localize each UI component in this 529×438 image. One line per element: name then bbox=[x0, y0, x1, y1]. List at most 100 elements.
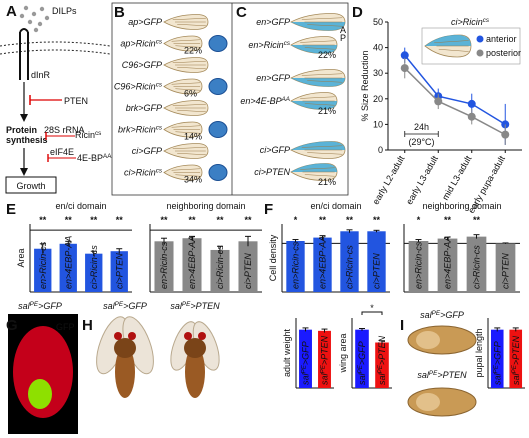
label-part: >GFP bbox=[38, 301, 62, 311]
significance: ** bbox=[116, 215, 124, 225]
label-part: AA bbox=[281, 96, 290, 103]
x-tick-label: mid L3-adult bbox=[440, 154, 474, 202]
significance: ** bbox=[319, 215, 327, 225]
label-part: cs bbox=[95, 130, 101, 137]
wing-shade bbox=[291, 45, 337, 54]
significance: ** bbox=[160, 215, 168, 225]
bar-label: salPE>PTEN bbox=[377, 335, 388, 385]
panel-label: C bbox=[236, 4, 247, 21]
fly-eye bbox=[128, 332, 136, 340]
label-part: brk>Ricin bbox=[118, 125, 156, 135]
wing-vein bbox=[301, 145, 343, 148]
genotype: salPE>PTEN bbox=[170, 301, 220, 312]
significance: ** bbox=[39, 215, 47, 225]
point bbox=[434, 97, 443, 106]
arrowhead bbox=[20, 114, 28, 122]
label-part: >GFP bbox=[492, 341, 502, 365]
panel-label: I bbox=[400, 317, 404, 334]
label-part: >GFP bbox=[123, 301, 147, 311]
label-part: sal bbox=[320, 372, 330, 385]
bar-label: salPE>GFP bbox=[357, 341, 368, 385]
bar-label: en>4EBP-AA bbox=[443, 236, 453, 289]
bar bbox=[299, 329, 312, 388]
point bbox=[501, 120, 510, 129]
panel-label: B bbox=[114, 4, 125, 21]
bar-label: salPE>GFP bbox=[492, 341, 503, 385]
bar bbox=[408, 241, 429, 292]
significance: ** bbox=[188, 215, 196, 225]
label-part: ci>Ricin bbox=[451, 17, 483, 27]
genotype: ci>Ricincs bbox=[124, 167, 163, 178]
x-tick-label: early L3-adult bbox=[404, 154, 440, 207]
label-part: sal bbox=[301, 372, 311, 385]
bar bbox=[154, 241, 174, 292]
label-part: PE bbox=[30, 301, 39, 308]
genotype: salPE>GFP bbox=[103, 301, 147, 312]
bar bbox=[375, 342, 389, 388]
chart-title: en/ci domain bbox=[55, 201, 106, 211]
bar-label: ci>Ricin-cs bbox=[345, 245, 355, 289]
ligand-dot bbox=[19, 13, 25, 19]
legend-label: anterior bbox=[486, 34, 517, 44]
pupa-detail bbox=[416, 393, 440, 411]
bar-label: en>4EBP-AA bbox=[187, 236, 197, 289]
wing-shade bbox=[291, 22, 345, 31]
wing-vein bbox=[172, 18, 206, 20]
bar-label: en>Ricin-cs bbox=[291, 241, 301, 289]
wing-vein bbox=[304, 47, 335, 50]
label-part: >PTEN bbox=[437, 370, 467, 380]
significance: * bbox=[370, 303, 374, 313]
wing-vein bbox=[171, 168, 201, 171]
label-part: sal bbox=[492, 372, 502, 385]
genotype: ap>Ricincs bbox=[120, 38, 162, 49]
compartment: P bbox=[340, 33, 346, 43]
fly-thorax bbox=[114, 338, 136, 358]
fly-eye bbox=[198, 332, 206, 340]
reduction: 6% bbox=[184, 89, 197, 99]
label-part: PE bbox=[300, 364, 307, 373]
bar bbox=[210, 249, 230, 292]
label-part: PE bbox=[429, 370, 438, 377]
bar bbox=[238, 241, 258, 292]
wing-vein bbox=[304, 103, 335, 106]
point bbox=[400, 64, 409, 73]
label-part: cs bbox=[483, 17, 490, 24]
significance: * bbox=[417, 215, 421, 225]
channel: GFP bbox=[56, 322, 75, 332]
receptor: dInR bbox=[31, 70, 51, 80]
disc-gfp bbox=[28, 379, 52, 409]
genotype: brk>GFP bbox=[126, 103, 162, 113]
wing-vein bbox=[434, 40, 469, 43]
series-line bbox=[404, 67, 506, 136]
membrane bbox=[0, 41, 111, 47]
bar-label: ci>PTEN bbox=[114, 253, 124, 289]
process: synthesis bbox=[6, 135, 48, 145]
wing-vein bbox=[177, 24, 206, 26]
significance: ** bbox=[216, 215, 224, 225]
wing-vein bbox=[301, 73, 343, 76]
wing-vein bbox=[307, 152, 343, 155]
x-tick-label: early L2-adult bbox=[371, 154, 407, 207]
y-tick-label: 40 bbox=[373, 43, 383, 53]
genotype: en>4E-BPAA bbox=[240, 96, 290, 107]
chart-title: neighboring domain bbox=[166, 201, 245, 211]
genotype: C96>Ricincs bbox=[114, 81, 163, 92]
genotype: ap>GFP bbox=[128, 17, 162, 27]
panel-label: A bbox=[6, 3, 17, 20]
wing-vein bbox=[175, 131, 201, 134]
label-part: PE bbox=[182, 301, 191, 308]
inhibitor: PTEN bbox=[64, 96, 88, 106]
genotype: salPE>GFP bbox=[420, 310, 464, 321]
arrowhead bbox=[20, 168, 28, 176]
chart-title: en/ci domain bbox=[310, 201, 361, 211]
wing-vein bbox=[171, 82, 201, 85]
label-part: C96>Ricin bbox=[114, 82, 156, 92]
label-part: PE bbox=[510, 364, 517, 373]
label-part: >PTEN bbox=[511, 335, 521, 365]
membrane bbox=[0, 49, 111, 55]
y-tick-label: 10 bbox=[373, 119, 383, 129]
wing-vein bbox=[175, 45, 201, 48]
genotype: salPE>GFP bbox=[18, 301, 62, 312]
ligand-dot bbox=[31, 11, 37, 17]
genotype: ci>GFP bbox=[132, 146, 162, 156]
